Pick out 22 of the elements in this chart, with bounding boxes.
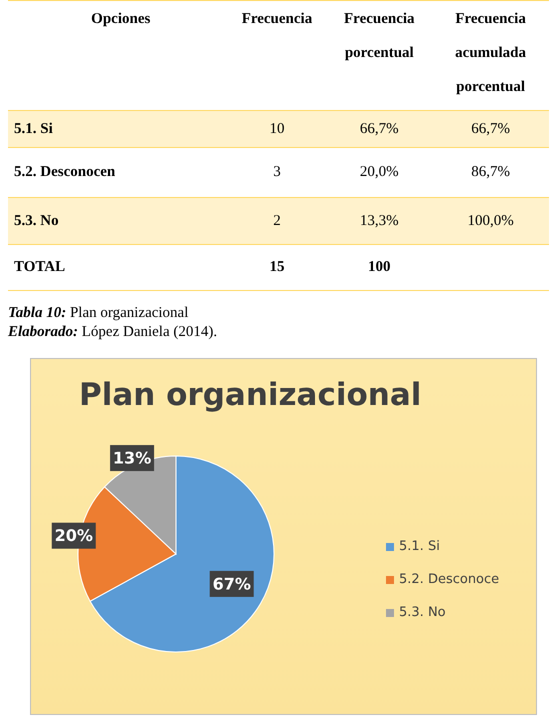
text: 3: [228, 148, 326, 198]
text: 20,0%: [326, 148, 434, 198]
legend-label: 5.2. Desconoce: [398, 572, 500, 587]
text: Tabla 10: Plan organizacional: [8, 304, 190, 323]
text: Frecuencia: [228, 0, 326, 110]
chart-title: Plan organizacional: [79, 377, 422, 413]
text: Frecuencia porcentual: [344, 11, 415, 61]
text: TOTAL: [8, 244, 229, 290]
table-row-shading: 5.3. No 2 13,3% 100,0%: [8, 198, 549, 244]
text: 15: [228, 244, 326, 290]
legend-label: 5.1. Si: [398, 539, 441, 554]
text: 100: [326, 244, 434, 290]
text: Opciones: [8, 0, 229, 110]
table-row-shading: 5.1. Si 10 66,7% 66,7%: [8, 110, 549, 148]
text: 5.2. Desconocen: [8, 148, 229, 198]
data-label: 13%: [112, 448, 152, 468]
text: Frecuencia acumulada porcentual: [455, 11, 526, 95]
text: 86,7%: [433, 148, 549, 198]
data-label: 67%: [212, 574, 251, 594]
data-label: 20%: [54, 526, 93, 546]
text: Elaborado: López Daniela (2014).: [8, 323, 218, 342]
legend-label: 5.3. No: [398, 605, 447, 620]
